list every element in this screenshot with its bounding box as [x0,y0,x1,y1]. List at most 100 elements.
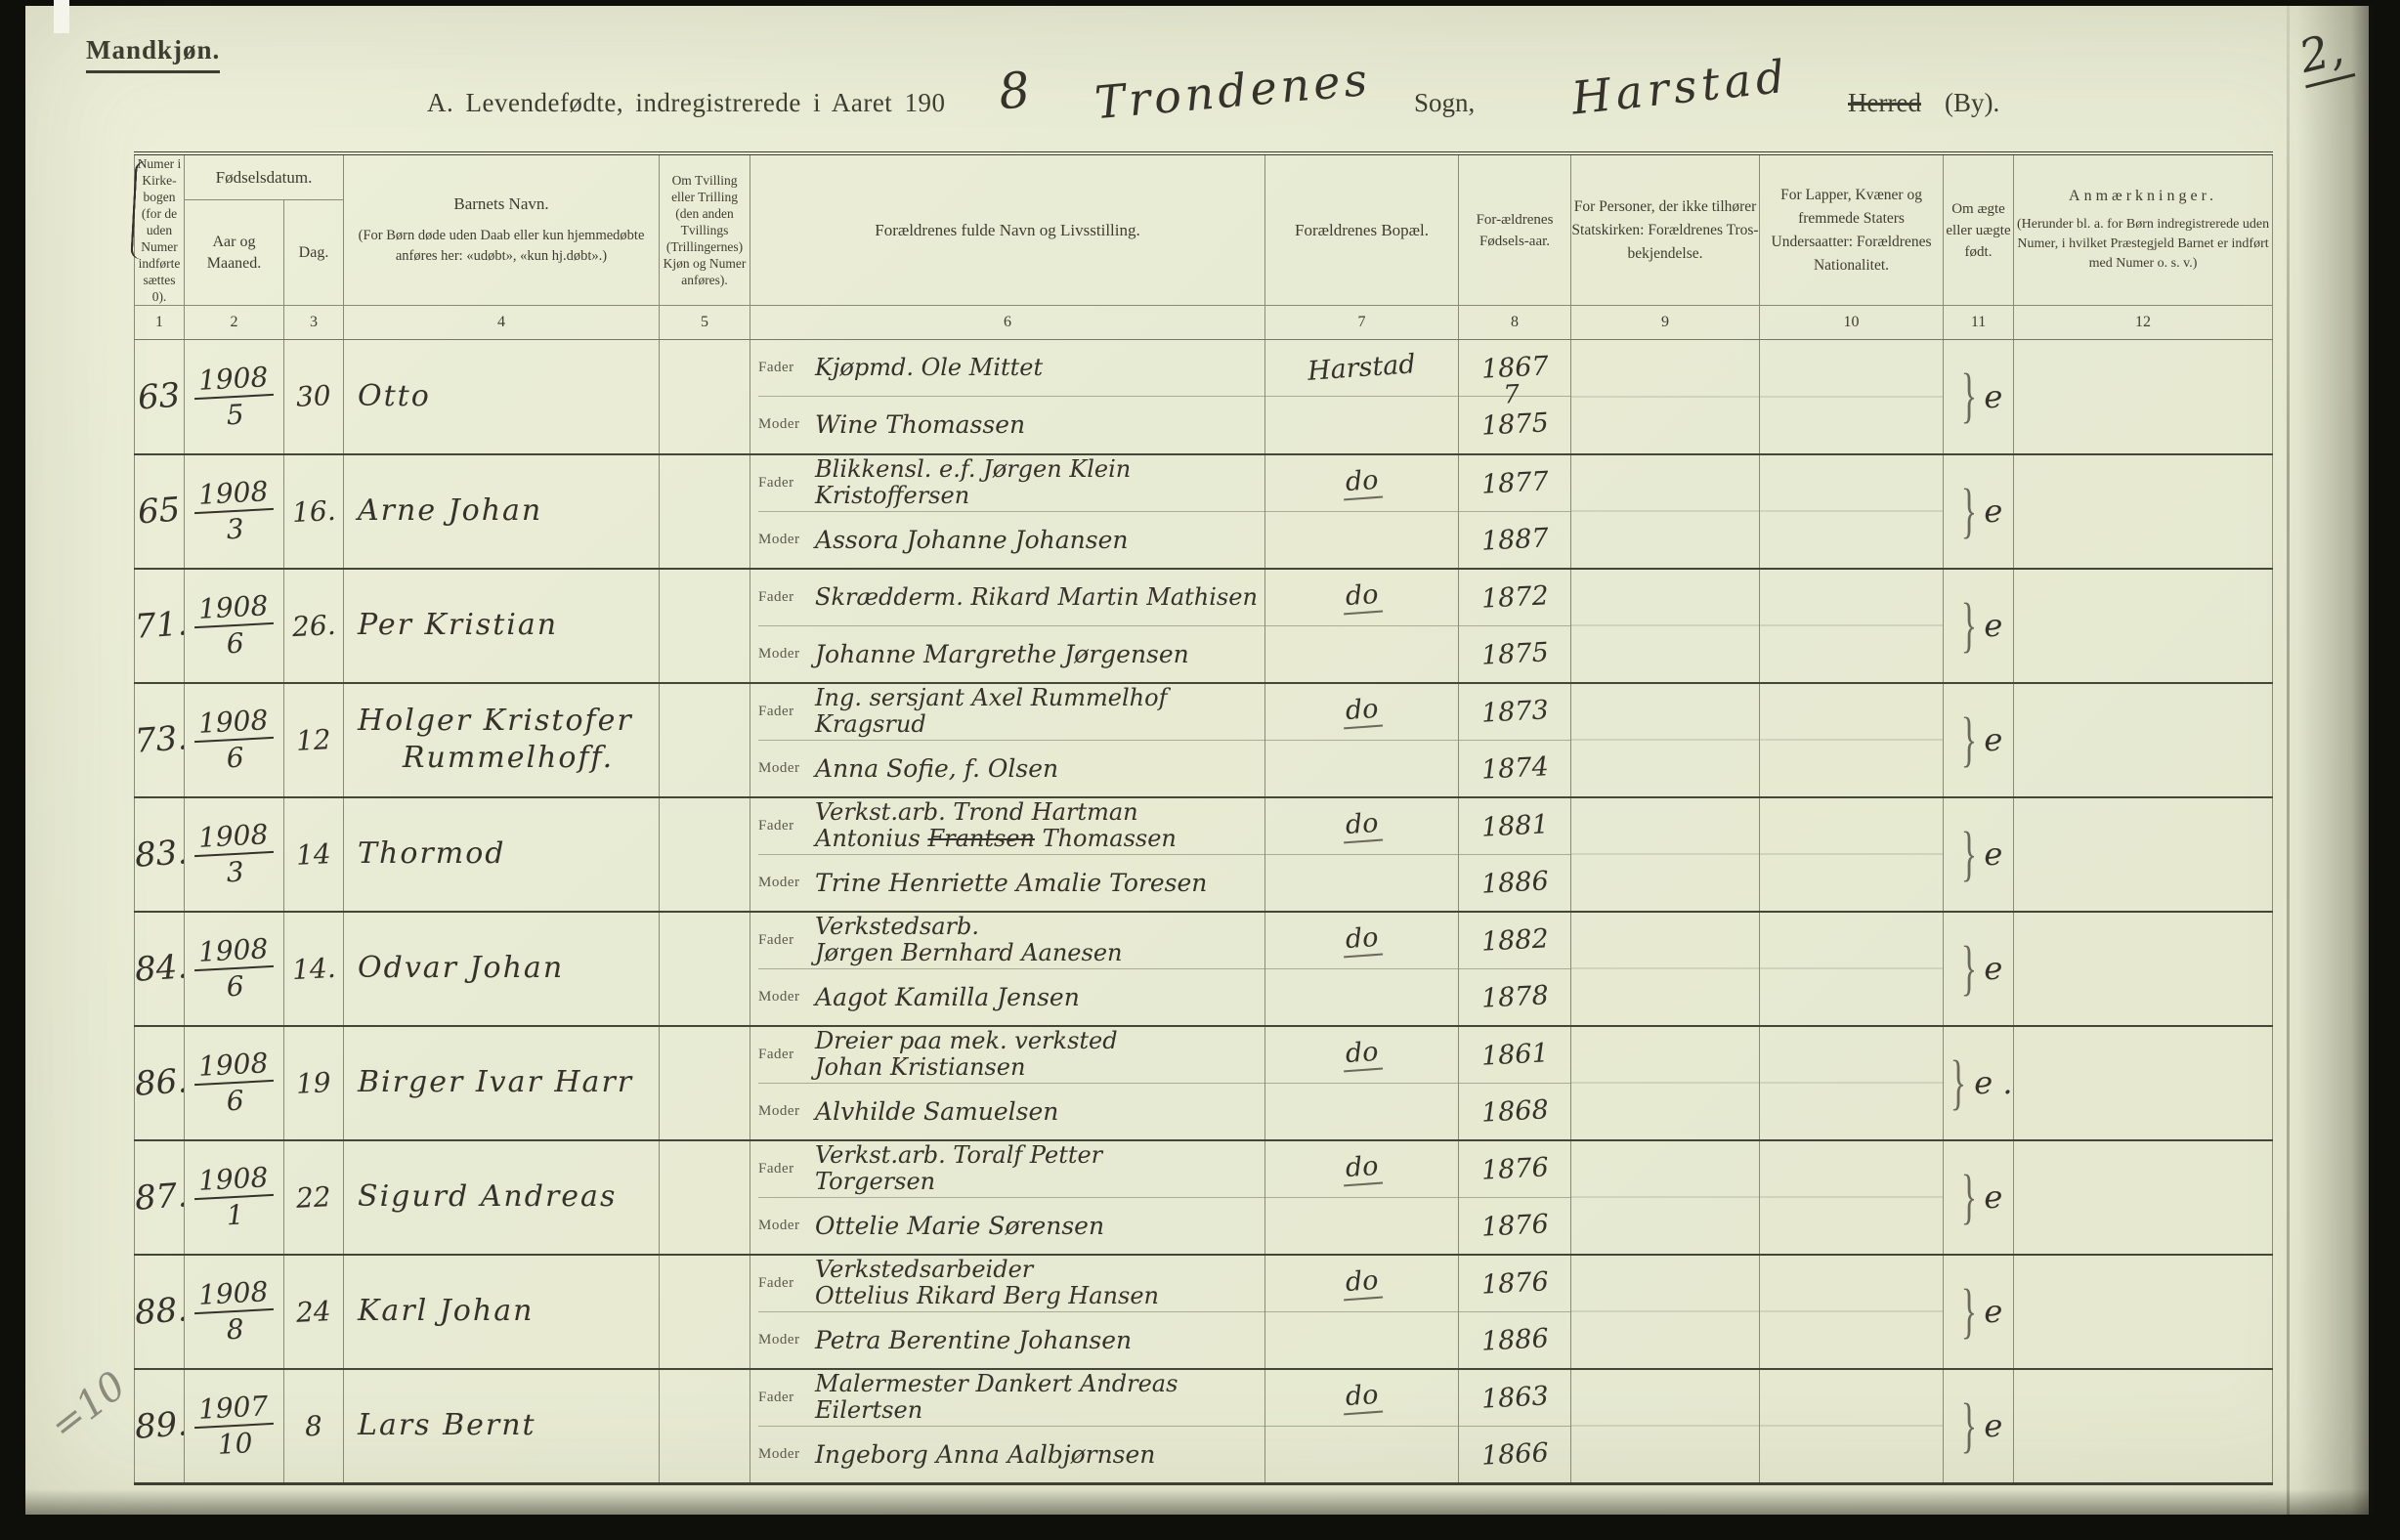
mother-label: Moder [758,1217,800,1233]
legitimacy-value: e [1984,835,2003,873]
birth-day-cell: 24 [282,1253,345,1369]
child-name: Otto [358,378,431,413]
twin-cell [659,681,751,797]
birth-day: 24 [295,1294,332,1329]
twin-cell [659,452,751,569]
child-name: Odvar Johan [358,951,565,985]
mother-birth-year: 1866 [1479,1436,1550,1472]
birth-day: 26. [290,608,337,643]
herred-label-struck: Herred [1848,88,1921,117]
father-name: Ing. sersjant Axel Rummelhof Kragsrud [815,684,1168,738]
mother-name: Aagot Kamilla Jensen [815,982,1080,1011]
remarks-cell [2013,452,2274,569]
remarks-cell [2013,795,2274,912]
header-legitimacy: Om ægte eller uægte født. [1943,152,2015,306]
register-row: 89. 1907 10 8 Lars Bernt Fader Malermester Dan… [129,160,2274,1483]
father-name: Dreier paa mek. verksted Johan Kristianse… [815,1027,1118,1081]
legitimacy-value: e [1984,377,2003,415]
legitimacy-cell: } e [1943,1367,2015,1483]
birth-year-month-cell: 1908 3 [184,795,284,912]
legitimacy-value: e [1984,721,2003,758]
father-name: Verkst.arb. Trond Hartman Antonius Frants… [815,798,1177,852]
legitimacy-cell: } e [1943,1138,2015,1255]
mother-name: Alvhilde Samuelsen [815,1096,1059,1126]
father-birth-year: 1861 [1479,1037,1550,1072]
birth-day: 14 [295,836,332,872]
record-number: 63 [137,375,182,418]
header-nationality: For Lapper, Kvæner og fremmede Staters U… [1759,152,1945,306]
child-name: Arne Johan [358,493,543,528]
mother-birth-year: 1868 [1479,1093,1550,1129]
faith-cell [1570,1367,1761,1483]
birth-year-month-cell: 1908 1 [184,1138,284,1255]
record-number-cell: 63 [134,339,185,454]
column-number: 8 [1458,305,1572,340]
father-birth-year: 1876 [1479,1265,1550,1301]
header-remarks-title: Anmærkninger. [2069,187,2218,204]
faith-cell [1570,1138,1761,1255]
parents-birthyear-cell: 1877 1887 [1458,452,1572,569]
birth-year-month: 1908 3 [193,817,276,890]
birth-year-month: 1908 6 [193,588,276,662]
parents-birthyear-cell: 1863 1866 [1458,1367,1572,1483]
birth-day-cell: 8 [282,1367,345,1483]
father-birth-year: 1876 [1479,1151,1550,1186]
faith-cell [1570,1253,1761,1369]
record-number: 87. [134,1176,185,1219]
mother-name: Anna Sofie, f. Olsen [815,753,1059,783]
residence-cell: do [1264,1367,1460,1483]
header-faith: For Personer, der ikke tilhører Statskir… [1570,152,1761,306]
parents-birthyear-cell: 1867 7 1875 [1458,339,1572,454]
register-row: 65 1908 3 16. Arne Johan Fader Blikkensl. e.f.… [129,160,2274,569]
header-year-month: Aar og Maaned. [184,199,284,306]
residence-cell: do [1264,795,1460,912]
birth-day-cell: 19 [282,1024,345,1140]
register-row: 87. 1908 1 22 Sigurd Andreas Fader Verkst.arb.… [129,160,2274,1255]
father-label: Fader [758,474,794,491]
year-digit-handwritten: 8 [996,61,1033,121]
twin-cell [659,795,751,912]
mother-birth-year: 1887 [1479,522,1550,557]
birth-day-cell: 12 [282,681,345,797]
legitimacy-value: e [1984,492,2003,530]
header-child-name: Barnets Navn. (For Børn døde uden Daab e… [343,152,661,306]
birth-year-month-cell: 1908 5 [184,339,284,454]
birth-year-month: 1908 6 [193,931,276,1005]
header-parents-birthyear: For-ældrenes Fødsels-aar. [1458,152,1572,306]
remarks-cell [2013,567,2274,683]
faith-cell [1570,1024,1761,1140]
column-number: 6 [750,305,1266,340]
birth-year-month-cell: 1907 10 [184,1367,284,1483]
legitimacy-cell: } e [1943,910,2015,1026]
mother-label: Moder [758,874,800,890]
legitimacy-brace-mark: } [1960,820,1977,887]
register-row: 71. 1908 6 26. Per Kristian Fader Skrædderm. R… [129,160,2274,683]
mother-name: Petra Berentine Johansen [815,1325,1133,1354]
birth-year-month-cell: 1908 6 [184,567,284,683]
legitimacy-brace-mark: } [1960,591,1977,659]
page-title-printed: A. Levendefødte, indregistrerede i Aaret… [427,88,946,117]
legitimacy-cell: } e [1943,681,2015,797]
birth-day: 22 [295,1179,332,1215]
parents-birthyear-cell: 1873 1874 [1458,681,1572,797]
sex-section-label: Mandkjøn. [86,35,221,73]
header-day: Dag. [282,199,345,306]
remarks-cell [2013,1024,2274,1140]
parents-cell: Fader Verkst.arb. Toralf Petter Torgersen M… [129,160,1266,1255]
birth-day-cell: 14 [282,795,345,912]
legitimacy-value: e [1984,950,2003,987]
birth-year-month: 1908 1 [193,1160,276,1233]
father-name: Verkstedsarbeider Ottelius Rikard Berg Ha… [815,1256,1159,1309]
father-birth-year: 1872 [1479,579,1550,615]
father-name: Verkst.arb. Toralf Petter Torgersen [815,1141,1103,1195]
page-fold-crease [2287,6,2290,1515]
faith-cell [1570,910,1761,1026]
record-number-cell: 84. [134,910,185,1026]
legitimacy-value: e . [1974,1064,2013,1101]
twin-cell [659,567,751,683]
mother-name: Wine Thomassen [815,410,1026,440]
child-name-cell: Per Kristian [343,567,661,683]
parents-birthyear-cell: 1882 1878 [1458,910,1572,1026]
parents-cell: Fader Verkstedsarb. Jørgen Bernhard Aanese… [129,160,1266,1026]
father-birth-year: 1863 [1479,1380,1550,1415]
